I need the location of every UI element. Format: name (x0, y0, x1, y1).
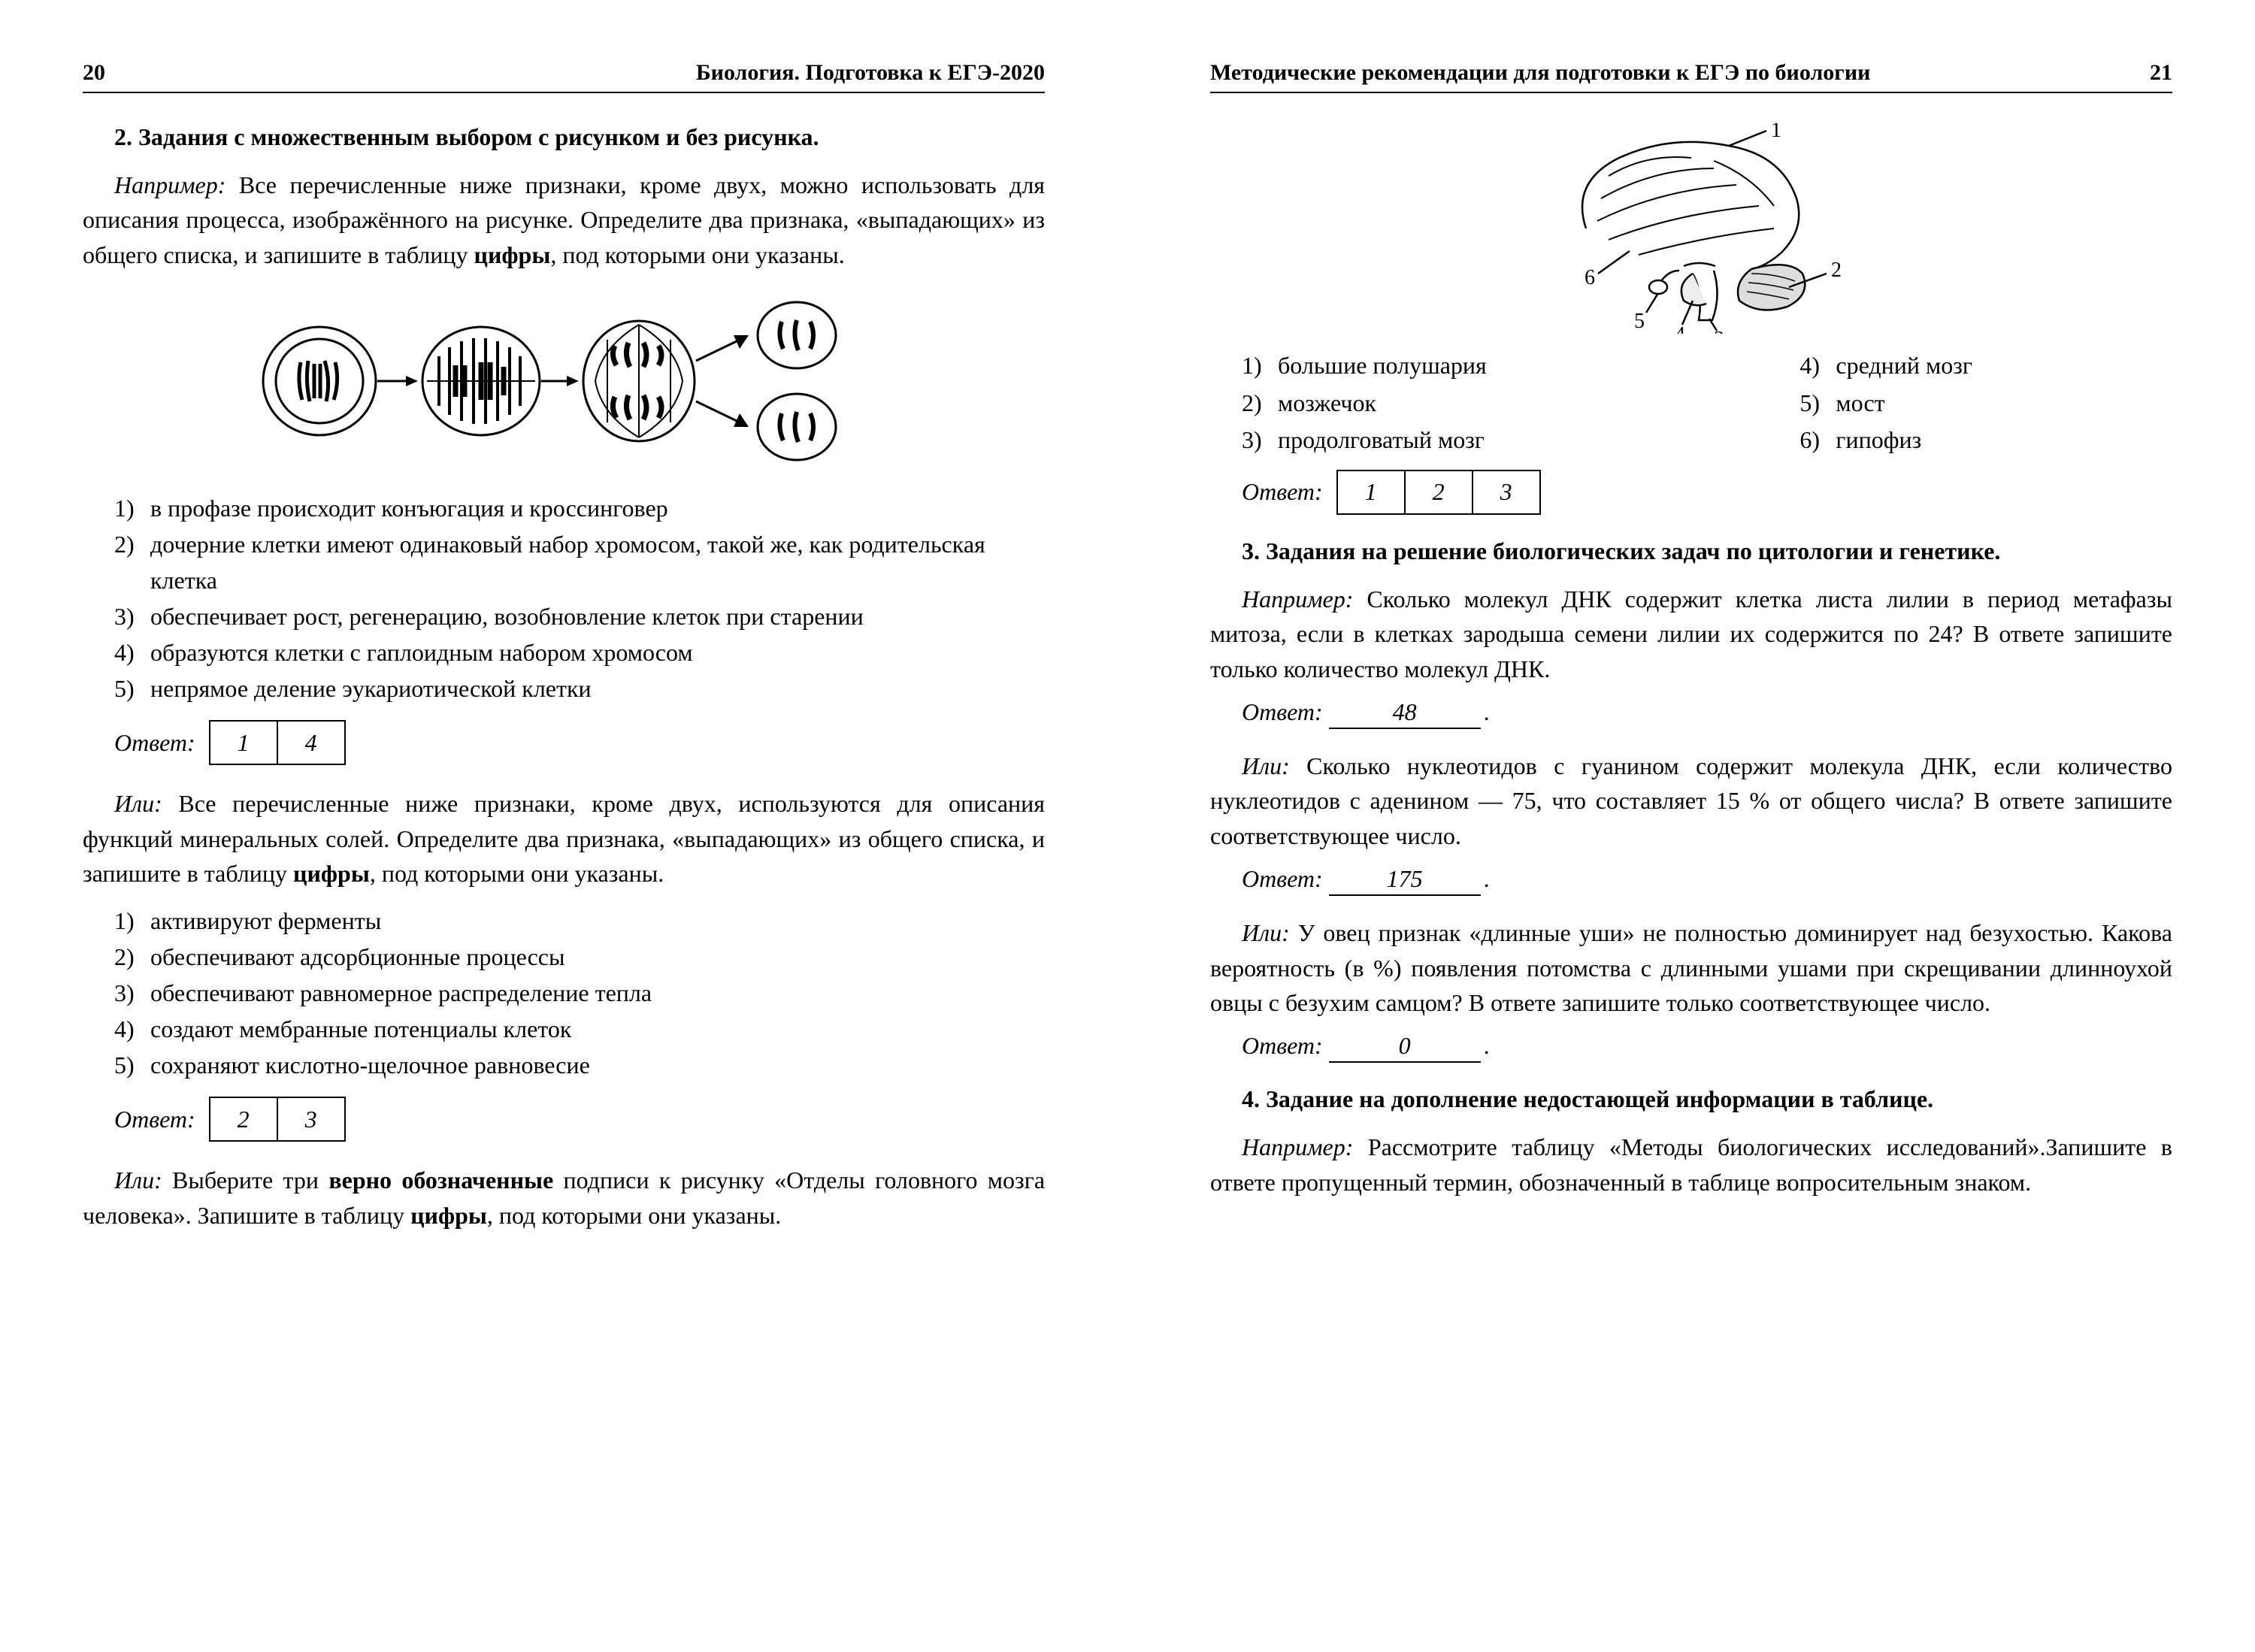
ex3-tail: , под которыми они указаны. (487, 1202, 781, 1229)
opt-2-2: 2)обеспечивают адсорбционные процессы (114, 939, 1045, 975)
example-sheep-para: Или: У овец признак «длинные уши» не пол… (1210, 915, 2172, 1020)
options-list-1: 1)в профазе происходит конъюгация и крос… (83, 490, 1045, 706)
section-4-title: 4. Задание на дополнение недостающей инф… (1210, 1085, 2172, 1113)
example-cyto-para: Например: Сколько молекул ДНК содержит к… (1210, 582, 2172, 686)
answer-cell: 1 (1338, 471, 1406, 513)
brain-label-6: 6 (1585, 266, 1595, 289)
example-guanine-para: Или: Сколько нуклеотидов с гуанином соде… (1210, 749, 2172, 853)
opt-1-4: 4)образуются клетки с гаплоидным набором… (114, 634, 1045, 670)
opt-2-1: 1)активируют ферменты (114, 903, 1045, 939)
answer-line-0: Ответ: 0 . (1242, 1032, 2172, 1063)
brain-svg: 1 2 3 4 5 6 (1526, 123, 1857, 334)
answer-line-48: Ответ: 48 . (1242, 698, 2172, 729)
opt-1-5: 5)непрямое деление эукариотической клетк… (114, 670, 1045, 706)
section-3-title: 3. Задания на решение биологических зада… (1210, 537, 2172, 565)
brain-options-col-b: 4)средний мозг 5)мост 6)гипофиз (1768, 347, 2172, 459)
or-prefix: Или: (114, 790, 162, 817)
page-spread: 20 Биология. Подготовка к ЕГЭ-2020 2. За… (0, 0, 2255, 1652)
options-list-2: 1)активируют ферменты 2)обеспечивают адс… (83, 903, 1045, 1083)
example-table-para: Например: Рассмотрите таблицу «Методы би… (1210, 1130, 2172, 1200)
brain-label-1: 1 (1771, 123, 1781, 142)
answer-cell: 2 (1406, 471, 1473, 513)
answer-cell: 3 (1473, 471, 1539, 513)
opt-1-2: 2)дочерние клетки имеют одинаковый набор… (114, 526, 1045, 598)
mitosis-figure (83, 295, 1045, 467)
ex3-pre: Выберите три (162, 1166, 329, 1194)
answer-line-175: Ответ: 175 . (1242, 865, 2172, 896)
ex3-bold: верно обозначенные (328, 1166, 553, 1194)
brain-label-5: 5 (1634, 310, 1645, 333)
ex-table-text: Рассмотрите таблицу «Методы биологически… (1210, 1133, 2172, 1195)
page-header-right: Методические рекомендации для подготовки… (1210, 60, 2172, 93)
ex3-bold2: цифры (410, 1202, 487, 1229)
or-prefix: Или: (1242, 752, 1290, 779)
mitosis-svg (256, 295, 872, 467)
brain-label-4: 4 (1675, 323, 1685, 334)
brain-options: 1)большие полушария 2)мозжечок 3)продолг… (1210, 347, 2172, 459)
brain-opt-4: 4)средний мозг (1799, 347, 2172, 385)
example-2-para: Или: Все перечисленные ниже признаки, кр… (83, 786, 1045, 891)
example-2-bold: цифры (293, 860, 370, 887)
answer-boxes-brain: 1 2 3 (1336, 470, 1541, 515)
answer-row-1: Ответ: 1 4 (114, 720, 1045, 765)
page-number-left: 20 (83, 60, 105, 86)
answer-label: Ответ: (1242, 1032, 1323, 1060)
answer-label: Ответ: (114, 729, 195, 757)
answer-value: 0 (1329, 1032, 1481, 1063)
ex-guanine-text: Сколько нуклеотидов с гуанином содержит … (1210, 752, 2172, 849)
answer-row-2: Ответ: 2 3 (114, 1097, 1045, 1142)
brain-label-2: 2 (1831, 259, 1842, 282)
opt-2-5: 5)сохраняют кислотно-щелочное равновесие (114, 1047, 1045, 1083)
or-prefix: Или: (1242, 919, 1290, 946)
page-left: 20 Биология. Подготовка к ЕГЭ-2020 2. За… (0, 0, 1128, 1652)
opt-1-1: 1)в профазе происходит конъюгация и крос… (114, 490, 1045, 526)
brain-opt-5: 5)мост (1799, 385, 2172, 422)
example-1-para: Например: Все перечисленные ниже признак… (83, 168, 1045, 272)
answer-cell: 4 (278, 722, 344, 764)
page-header-left: 20 Биология. Подготовка к ЕГЭ-2020 (83, 60, 1045, 93)
answer-label: Ответ: (1242, 478, 1323, 506)
answer-label: Ответ: (114, 1106, 195, 1133)
answer-row-brain: Ответ: 1 2 3 (1242, 470, 2172, 515)
brain-options-col-a: 1)большие полушария 2)мозжечок 3)продолг… (1210, 347, 1768, 459)
header-title-left: Биология. Подготовка к ЕГЭ-2020 (696, 60, 1045, 86)
opt-2-4: 4)создают мембранные потенциалы клеток (114, 1011, 1045, 1047)
brain-opt-1: 1)большие полушария (1242, 347, 1768, 385)
example-2-tail: , под которыми они указаны. (370, 860, 664, 887)
example-3-para: Или: Выберите три верно обозначенные под… (83, 1163, 1045, 1233)
answer-cell: 1 (210, 722, 278, 764)
answer-cell: 2 (210, 1098, 278, 1140)
example-prefix: Например: (114, 171, 226, 198)
brain-label-3: 3 (1714, 328, 1724, 334)
example-1-tail: , под которыми они указаны. (550, 241, 844, 268)
opt-1-3: 3)обеспечивает рост, регенерацию, возобн… (114, 598, 1045, 634)
page-right: Методические рекомендации для подготовки… (1128, 0, 2255, 1652)
answer-value: 48 (1329, 698, 1481, 729)
ex-cyto-text: Сколько молекул ДНК содержит клетка лист… (1210, 585, 2172, 682)
brain-figure: 1 2 3 4 5 6 (1210, 123, 2172, 334)
or-prefix: Или: (114, 1166, 162, 1194)
answer-value: 175 (1329, 865, 1481, 896)
example-prefix: Например: (1242, 585, 1353, 613)
answer-boxes-2: 2 3 (209, 1097, 346, 1142)
brain-opt-3: 3)продолговатый мозг (1242, 422, 1768, 459)
example-prefix: Например: (1242, 1133, 1353, 1160)
answer-boxes-1: 1 4 (209, 720, 346, 765)
section-2-title: 2. Задания с множественным выбором с рис… (83, 123, 1045, 151)
brain-opt-6: 6)гипофиз (1799, 422, 2172, 459)
answer-cell: 3 (278, 1098, 344, 1140)
ex-sheep-text: У овец признак «длинные уши» не полность… (1210, 919, 2172, 1016)
brain-opt-2: 2)мозжечок (1242, 385, 1768, 422)
example-1-bold: цифры (474, 241, 551, 268)
opt-2-3: 3)обеспечивают равномерное распределение… (114, 975, 1045, 1011)
page-number-right: 21 (2150, 60, 2172, 86)
answer-label: Ответ: (1242, 865, 1323, 893)
header-title-right: Методические рекомендации для подготовки… (1210, 60, 1870, 86)
answer-label: Ответ: (1242, 698, 1323, 726)
